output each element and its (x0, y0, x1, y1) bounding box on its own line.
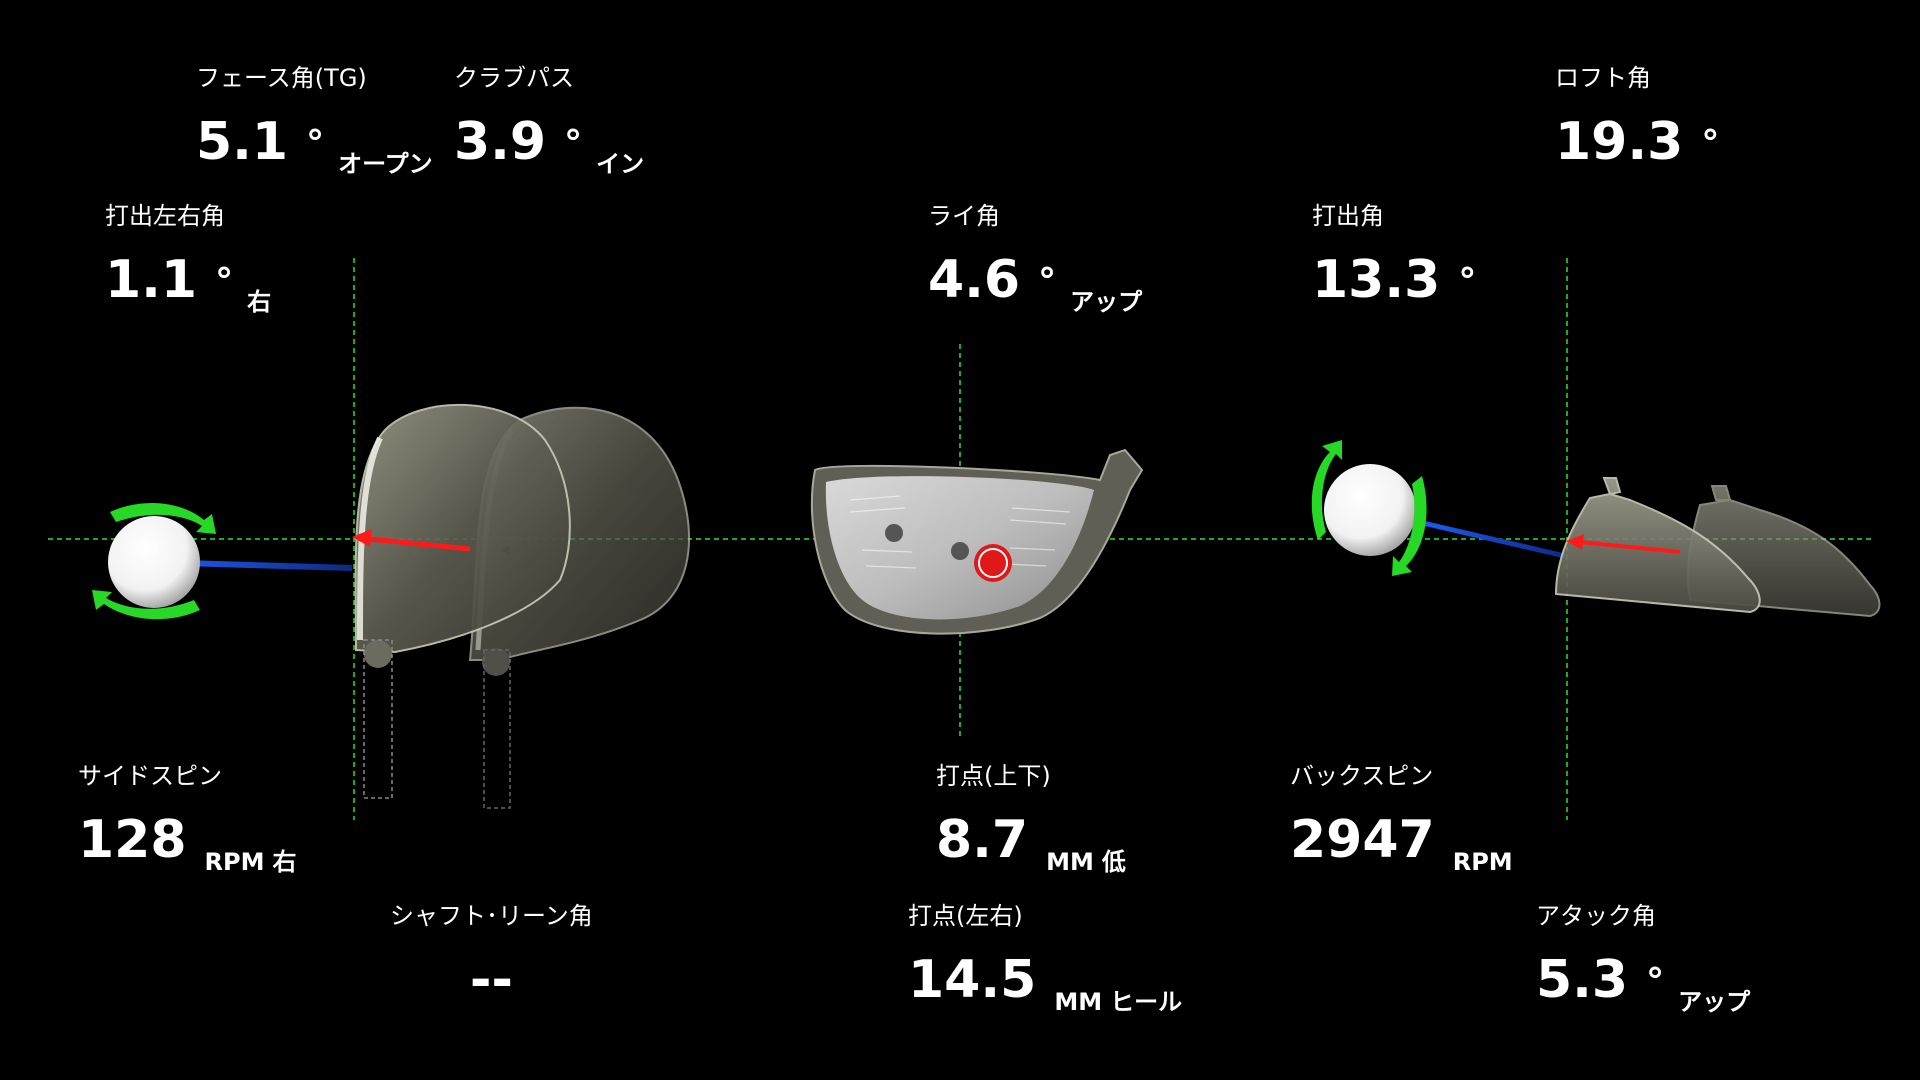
club-head-side-view (1554, 477, 1761, 614)
metric-suffix: イン (596, 150, 645, 178)
metric-value: 19.3 (1555, 112, 1684, 172)
metric-value: 2947 (1290, 810, 1435, 870)
metric-suffix: 右 (272, 848, 297, 876)
metric-label: フェース角(TG) (196, 64, 367, 92)
metric-loft-angle: ロフト角 19.3 ° (1555, 66, 1719, 168)
spin-arrow-icon-left (92, 502, 216, 620)
metric-club-path: クラブパス 3.9 ° イン (454, 64, 644, 176)
metric-side-spin: サイドスピン 128 RPM 右 (78, 762, 297, 874)
metric-suffix: アップ (1678, 988, 1751, 1016)
metric-label: 打出左右角 (105, 202, 225, 230)
club-path-line-side (1409, 517, 1566, 559)
golf-ball-icon-left (108, 516, 200, 608)
metric-impact-vertical: 打点(上下) 8.7 MM 低 (936, 762, 1126, 874)
metric-unit: ° (1646, 961, 1665, 1002)
face-angle-arrow (352, 529, 471, 552)
club-head-top-view (354, 403, 571, 799)
metric-suffix: オープン (338, 150, 433, 178)
metric-unit: ° (306, 123, 325, 164)
metric-unit: ° (1038, 261, 1057, 302)
metric-label: シャフト･リーン角 (390, 902, 593, 930)
metric-unit: MM (1046, 848, 1094, 876)
spin-arrow-icon-right (1311, 440, 1427, 576)
club-face-front-view (810, 448, 1144, 635)
metric-value: 5.1 (196, 112, 289, 172)
metric-lie-angle: ライ角 4.6 ° アップ (928, 202, 1142, 314)
metric-suffix: 右 (247, 288, 272, 316)
metric-value: 5.3 (1536, 950, 1629, 1010)
metric-impact-horizontal: 打点(左右) 14.5 MM ヒール (908, 902, 1182, 1014)
metric-unit: ° (564, 123, 583, 164)
metric-launch-direction: 打出左右角 1.1 ° 右 (105, 202, 271, 314)
metric-unit: ° (1458, 261, 1477, 302)
impact-point-marker (974, 544, 1012, 582)
metric-value: 14.5 (908, 950, 1037, 1010)
launch-angle-arrow (1566, 534, 1681, 554)
metric-launch-angle: 打出角 13.3 ° (1312, 204, 1476, 306)
metric-label: サイドスピン (78, 762, 222, 790)
metric-label: バックスピン (1290, 762, 1434, 790)
metric-face-angle: フェース角(TG) 5.1 ° オープン (196, 64, 433, 176)
metric-unit: RPM (204, 848, 265, 876)
metric-value: 128 (78, 810, 187, 870)
metric-label: 打点(左右) (908, 902, 1023, 930)
metric-suffix: アップ (1070, 288, 1143, 316)
metric-suffix: ヒール (1110, 988, 1183, 1016)
metric-unit: ° (215, 261, 234, 302)
metric-attack-angle: アタック角 5.3 ° アップ (1536, 902, 1750, 1014)
metric-value: 1.1 (105, 250, 198, 310)
metric-suffix: 低 (1101, 848, 1126, 876)
metric-back-spin: バックスピン 2947 RPM (1290, 762, 1513, 874)
metric-value: 13.3 (1312, 250, 1441, 310)
metric-unit: MM (1054, 988, 1103, 1016)
metric-value: -- (469, 950, 513, 1010)
metric-label: ライ角 (928, 202, 1000, 230)
metric-unit: ° (1701, 123, 1720, 164)
metric-value: 3.9 (454, 112, 547, 172)
metric-label: アタック角 (1536, 902, 1656, 930)
metric-value: 4.6 (928, 250, 1021, 310)
metric-label: ロフト角 (1555, 64, 1651, 92)
metric-label: クラブパス (454, 64, 574, 92)
metric-label: 打点(上下) (936, 762, 1051, 790)
golf-ball-icon-right (1324, 464, 1416, 556)
metric-value: 8.7 (936, 810, 1029, 870)
metric-shaft-lean: シャフト･リーン角 -- (390, 904, 593, 1006)
metric-unit: RPM (1452, 848, 1513, 876)
metric-label: 打出角 (1312, 202, 1384, 230)
